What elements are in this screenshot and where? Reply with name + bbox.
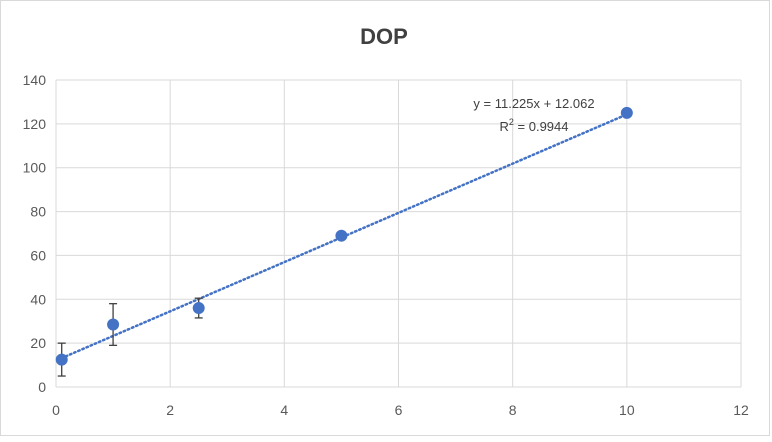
data-point[interactable] [335,229,348,242]
gridlines [55,79,742,388]
x-tick-label: 10 [619,402,635,418]
data-points [55,106,633,366]
r-squared-superscript: 2 [509,117,514,127]
y-tick-label: 140 [23,72,47,88]
data-point[interactable] [620,106,633,119]
y-tick-label: 120 [23,116,47,132]
x-tick-label: 6 [395,402,403,418]
trendline-equation: y = 11.225x + 12.062 [473,96,594,111]
x-tick-label: 4 [280,402,288,418]
y-tick-label: 80 [30,204,46,220]
x-tick-label: 0 [52,402,60,418]
x-tick-label: 2 [166,402,174,418]
x-tick-label: 8 [509,402,517,418]
x-tick-label: 12 [733,402,749,418]
r-squared-label: R2 = 0.9944 [500,117,569,134]
y-tick-label: 100 [23,160,47,176]
data-point[interactable] [55,353,68,366]
data-point[interactable] [192,302,205,315]
y-tick-label: 20 [30,335,46,351]
y-tick-label: 40 [30,291,46,307]
r-squared-prefix: R [500,119,509,134]
chart-title: DOP [360,24,408,49]
y-tick-label: 60 [30,247,46,263]
y-tick-label: 0 [38,379,46,395]
r-squared-value: = 0.9944 [514,119,569,134]
data-point[interactable] [107,318,120,331]
error-bars [57,111,631,377]
